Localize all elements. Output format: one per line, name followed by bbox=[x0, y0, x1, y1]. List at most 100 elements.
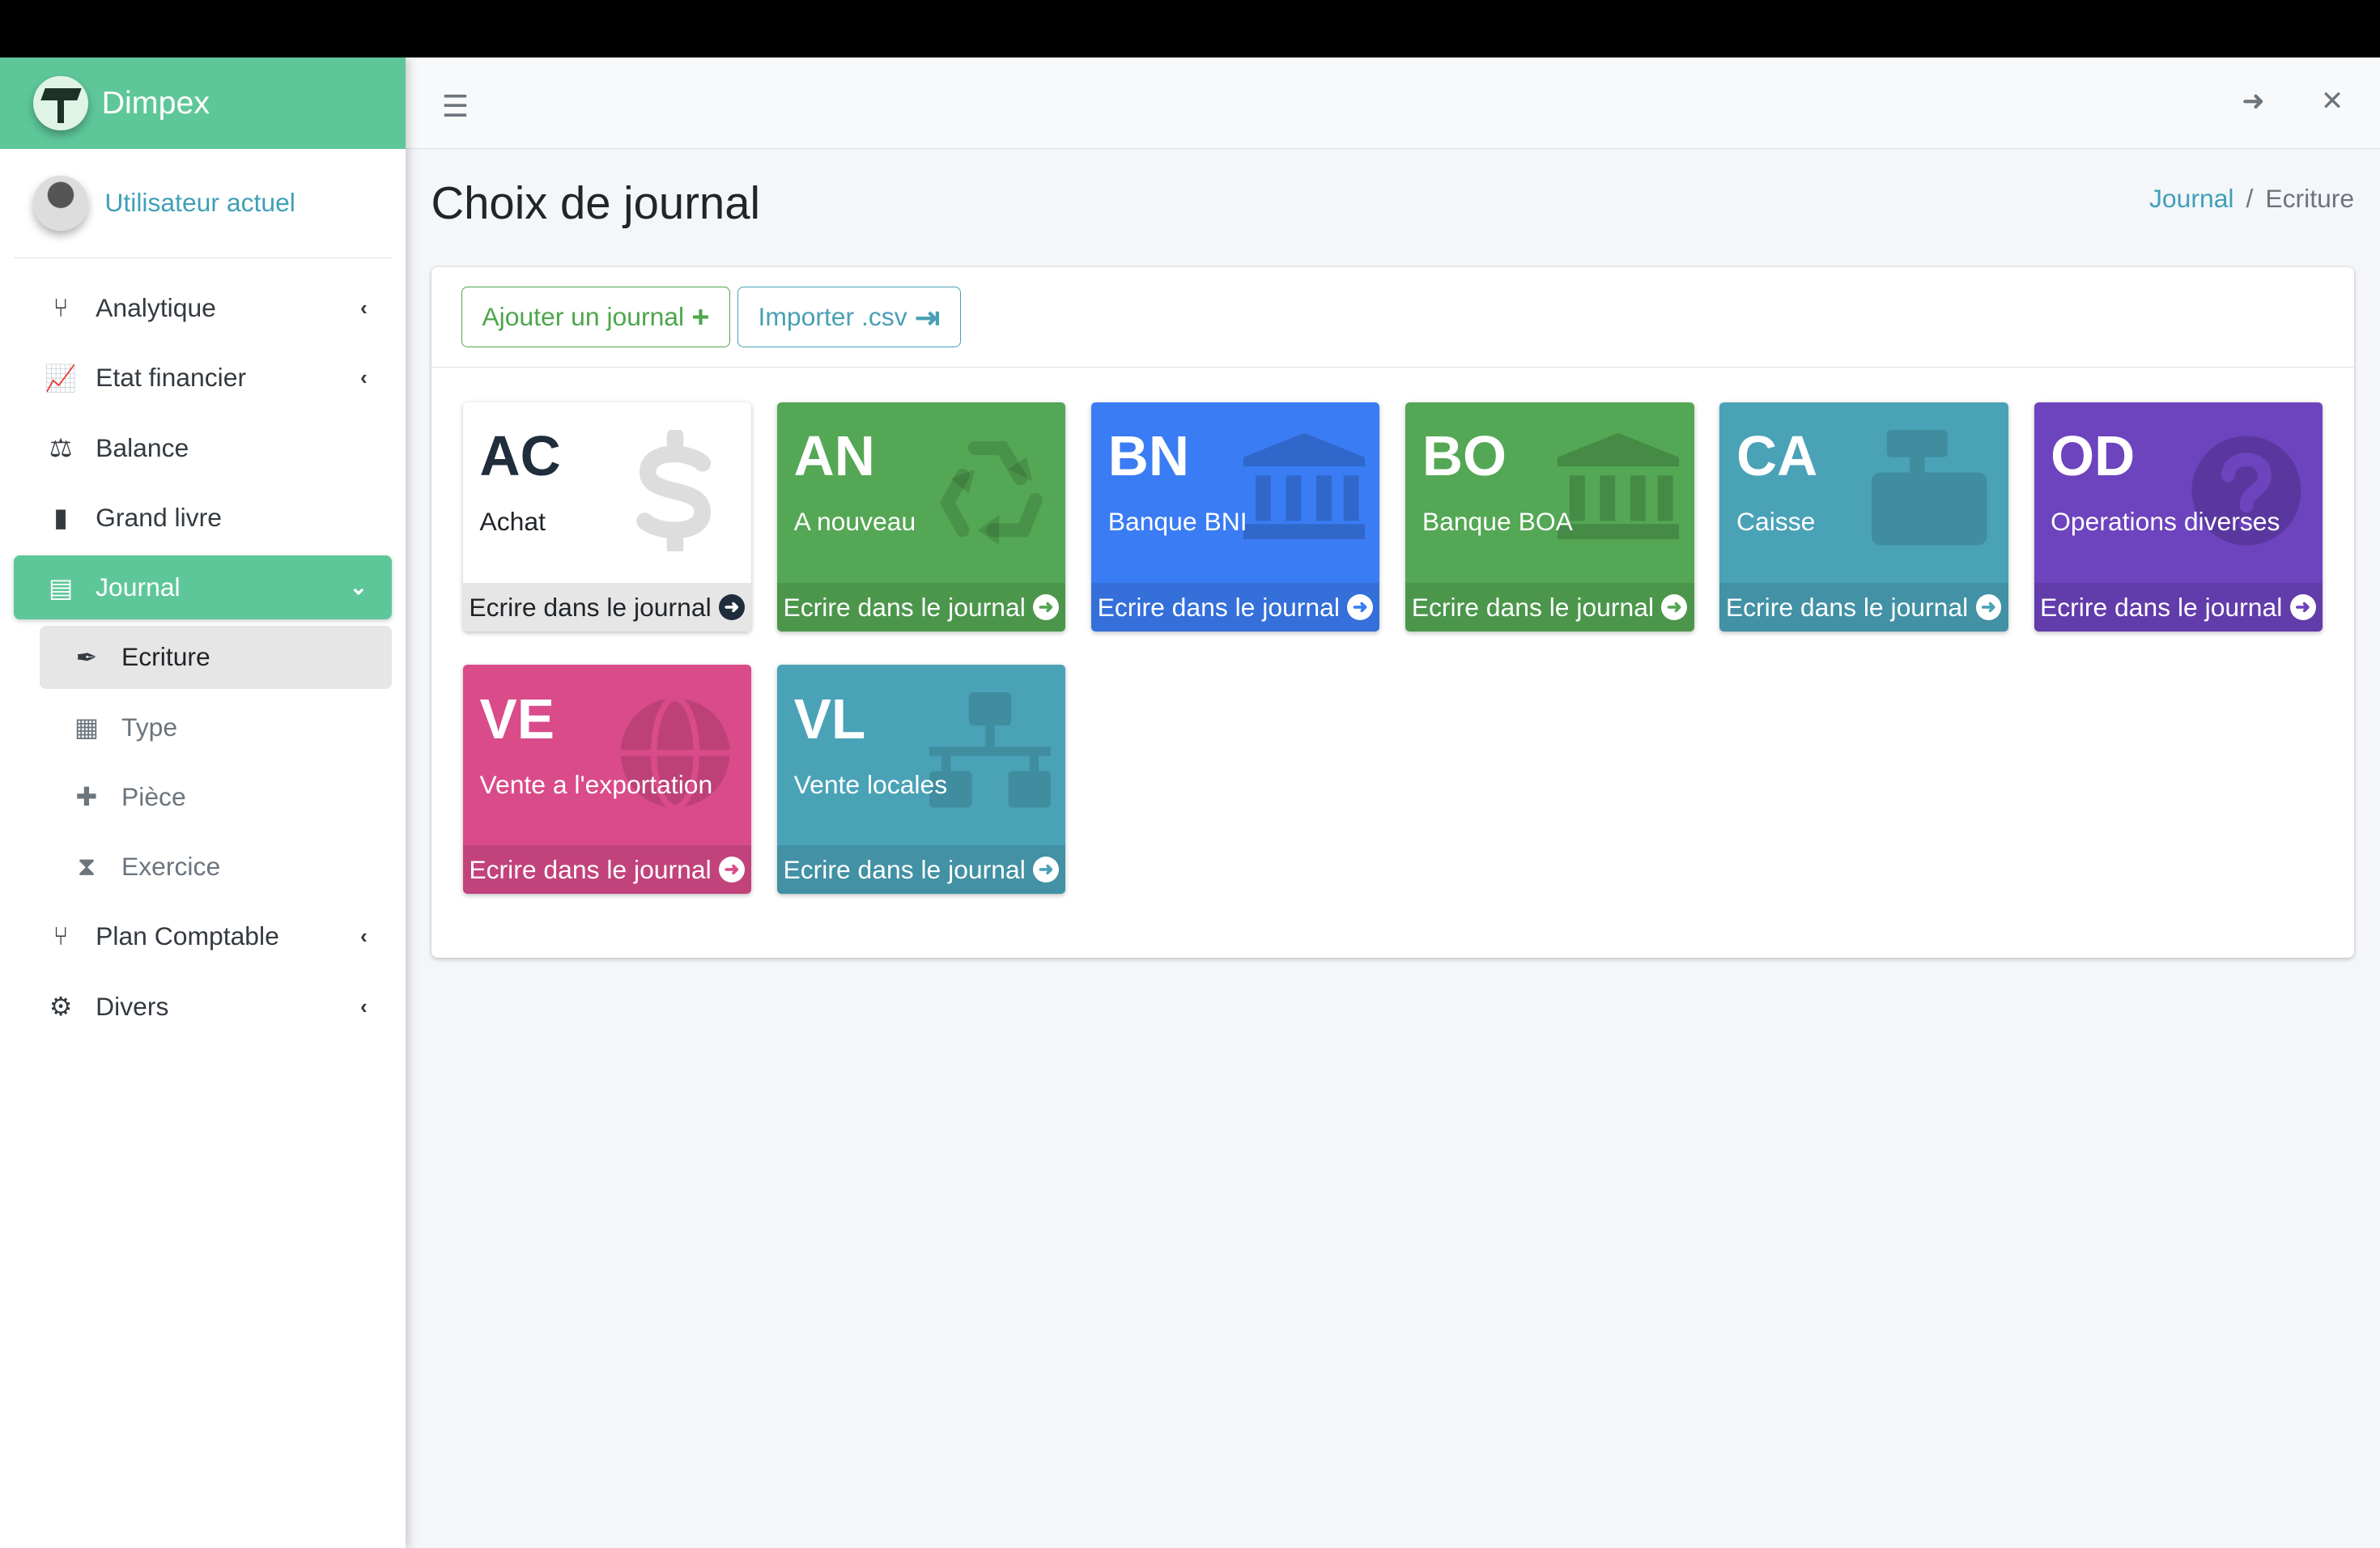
sidebar-item-label: Analytique bbox=[96, 293, 216, 323]
import-csv-label: Importer .csv bbox=[758, 302, 907, 332]
sidebar-item-label: Balance bbox=[96, 432, 189, 462]
plus-icon: + bbox=[691, 300, 710, 334]
chart-line-icon: 📈 bbox=[45, 363, 77, 393]
hourglass-icon: ⧗ bbox=[77, 851, 96, 881]
sidebar-item-balance[interactable]: ⚖ Balance bbox=[14, 416, 392, 480]
arrow-circle-right-icon: ➜ bbox=[1033, 857, 1060, 883]
chevron-down-icon: ⌄ bbox=[349, 575, 368, 600]
recycle-icon bbox=[939, 440, 1043, 546]
question-circle-icon bbox=[2191, 436, 2301, 546]
journal-code: AN bbox=[793, 424, 875, 488]
arrow-circle-right-icon: ➜ bbox=[719, 594, 745, 620]
journal-code: BN bbox=[1107, 424, 1189, 488]
breadcrumb-current: Ecriture bbox=[2265, 183, 2355, 213]
brand-link[interactable]: Dimpex bbox=[0, 57, 406, 149]
top-navbar: ☰ ➜ ✕ bbox=[405, 57, 2380, 149]
journal-tile-vl: VL Vente locales Ecrire dans le journal ➜ bbox=[777, 665, 1066, 895]
journal-name: Vente a l'exportation bbox=[479, 769, 713, 799]
journal-code: AC bbox=[479, 424, 561, 488]
arrow-circle-right-icon: ➜ bbox=[719, 857, 745, 883]
write-journal-label: Ecrire dans le journal bbox=[2040, 592, 2283, 622]
write-journal-link[interactable]: Ecrire dans le journal ➜ bbox=[777, 583, 1066, 632]
sidebar-item-plan-comptable[interactable]: ⑂ Plan Comptable ‹ bbox=[14, 905, 392, 969]
write-journal-label: Ecrire dans le journal bbox=[783, 592, 1026, 622]
breadcrumb: Journal / Ecriture bbox=[2149, 184, 2354, 214]
file-import-icon: ⇥ bbox=[915, 300, 941, 334]
sitemap-icon bbox=[929, 692, 1051, 808]
sidebar-item-journal[interactable]: ▤ Journal ⌄ bbox=[13, 555, 392, 619]
cogs-icon: ⚙ bbox=[49, 992, 73, 1022]
puzzle-icon: ✚ bbox=[75, 782, 98, 812]
globe-icon bbox=[620, 695, 730, 811]
write-journal-link[interactable]: Ecrire dans le journal ➜ bbox=[1719, 583, 2008, 632]
journal-code: VL bbox=[793, 687, 866, 751]
logout-icon[interactable]: ➜ bbox=[2242, 86, 2265, 117]
compress-icon[interactable]: ✕ bbox=[2320, 86, 2344, 117]
breadcrumb-journal[interactable]: Journal bbox=[2149, 183, 2234, 213]
journal-name: Operations diverses bbox=[2051, 507, 2280, 537]
breadcrumb-separator: / bbox=[2246, 183, 2254, 213]
sidebar-item-etat-financier[interactable]: 📈 Etat financier ‹ bbox=[14, 347, 392, 410]
user-name[interactable]: Utilisateur actuel bbox=[104, 188, 295, 218]
write-journal-label: Ecrire dans le journal bbox=[1725, 592, 1969, 622]
write-journal-label: Ecrire dans le journal bbox=[1097, 592, 1340, 622]
sidebar-item-ecriture[interactable]: ✒ Ecriture bbox=[39, 625, 392, 690]
chevron-left-icon: ‹ bbox=[360, 924, 368, 949]
write-journal-label: Ecrire dans le journal bbox=[1411, 592, 1655, 622]
sidebar-item-label: Exercice bbox=[121, 852, 221, 882]
cash-register-icon bbox=[1871, 429, 1987, 546]
sidebar-item-pi-ce[interactable]: ✚ Pièce bbox=[40, 765, 392, 829]
dollar-icon bbox=[636, 429, 712, 551]
journal-tile-ac: AC Achat Ecrire dans le journal ➜ bbox=[462, 402, 752, 632]
write-journal-link[interactable]: Ecrire dans le journal ➜ bbox=[462, 845, 752, 895]
sidebar-item-type[interactable]: ▦ Type bbox=[40, 695, 392, 759]
sidebar: Dimpex Utilisateur actuel ⑂ Analytique ‹ 📈 E… bbox=[0, 57, 406, 1548]
arrow-circle-right-icon: ➜ bbox=[1347, 594, 1374, 620]
list-alt-icon: ▤ bbox=[48, 572, 74, 602]
write-journal-link[interactable]: Ecrire dans le journal ➜ bbox=[777, 845, 1066, 895]
sidebar-item-label: Plan Comptable bbox=[96, 921, 279, 951]
arrow-circle-right-icon: ➜ bbox=[1661, 594, 1688, 620]
avatar bbox=[33, 176, 88, 231]
chevron-left-icon: ‹ bbox=[360, 365, 368, 390]
code-branch-icon: ⑂ bbox=[53, 921, 69, 951]
th-icon: ▦ bbox=[74, 712, 99, 742]
book-icon: ▮ bbox=[53, 503, 68, 533]
sidebar-item-label: Ecriture bbox=[121, 642, 210, 672]
journal-name: Caisse bbox=[1736, 507, 1816, 537]
write-journal-link[interactable]: Ecrire dans le journal ➜ bbox=[462, 583, 752, 632]
import-csv-button[interactable]: Importer .csv ⇥ bbox=[737, 287, 961, 348]
code-branch-icon: ⑂ bbox=[53, 293, 69, 323]
sidebar-item-exercice[interactable]: ⧗ Exercice bbox=[40, 835, 392, 899]
chevron-left-icon: ‹ bbox=[360, 993, 368, 1019]
user-panel[interactable]: Utilisateur actuel bbox=[13, 149, 392, 258]
journal-name: A nouveau bbox=[793, 507, 916, 537]
write-journal-link[interactable]: Ecrire dans le journal ➜ bbox=[2034, 583, 2323, 632]
sidebar-item-label: Etat financier bbox=[96, 363, 247, 393]
write-journal-label: Ecrire dans le journal bbox=[783, 854, 1026, 884]
sidebar-item-divers[interactable]: ⚙ Divers ‹ bbox=[14, 975, 392, 1039]
sidebar-item-label: Journal bbox=[96, 572, 181, 602]
write-journal-link[interactable]: Ecrire dans le journal ➜ bbox=[1091, 583, 1380, 632]
card-toolbar: Ajouter un journal + Importer .csv ⇥ bbox=[431, 267, 2355, 368]
arrow-circle-right-icon: ➜ bbox=[2289, 594, 2316, 620]
sidebar-item-grand-livre[interactable]: ▮ Grand livre bbox=[14, 486, 392, 550]
sidebar-item-analytique[interactable]: ⑂ Analytique ‹ bbox=[14, 276, 392, 340]
add-journal-label: Ajouter un journal bbox=[482, 302, 685, 332]
menu-toggle-icon[interactable]: ☰ bbox=[441, 88, 470, 123]
write-journal-label: Ecrire dans le journal bbox=[469, 592, 712, 622]
brand-logo bbox=[33, 75, 88, 131]
journal-tile-bn: BN Banque BNI Ecrire dans le journal ➜ bbox=[1091, 402, 1380, 632]
brand-name: Dimpex bbox=[101, 85, 210, 121]
sidebar-nav: ⑂ Analytique ‹ 📈 Etat financier ‹ ⚖ Balance ▮ Gra… bbox=[0, 258, 406, 1039]
sidebar-item-label: Type bbox=[121, 712, 178, 742]
feather-icon: ✒ bbox=[75, 642, 98, 672]
bank-icon bbox=[1243, 432, 1365, 539]
write-journal-link[interactable]: Ecrire dans le journal ➜ bbox=[1405, 583, 1694, 632]
journal-name: Vente locales bbox=[793, 769, 948, 799]
journal-tile-an: AN A nouveau Ecrire dans le journal ➜ bbox=[777, 402, 1066, 632]
journal-tile-bo: BO Banque BOA Ecrire dans le journal ➜ bbox=[1405, 402, 1694, 632]
add-journal-button[interactable]: Ajouter un journal + bbox=[461, 287, 730, 348]
journal-code: BO bbox=[1422, 424, 1507, 488]
